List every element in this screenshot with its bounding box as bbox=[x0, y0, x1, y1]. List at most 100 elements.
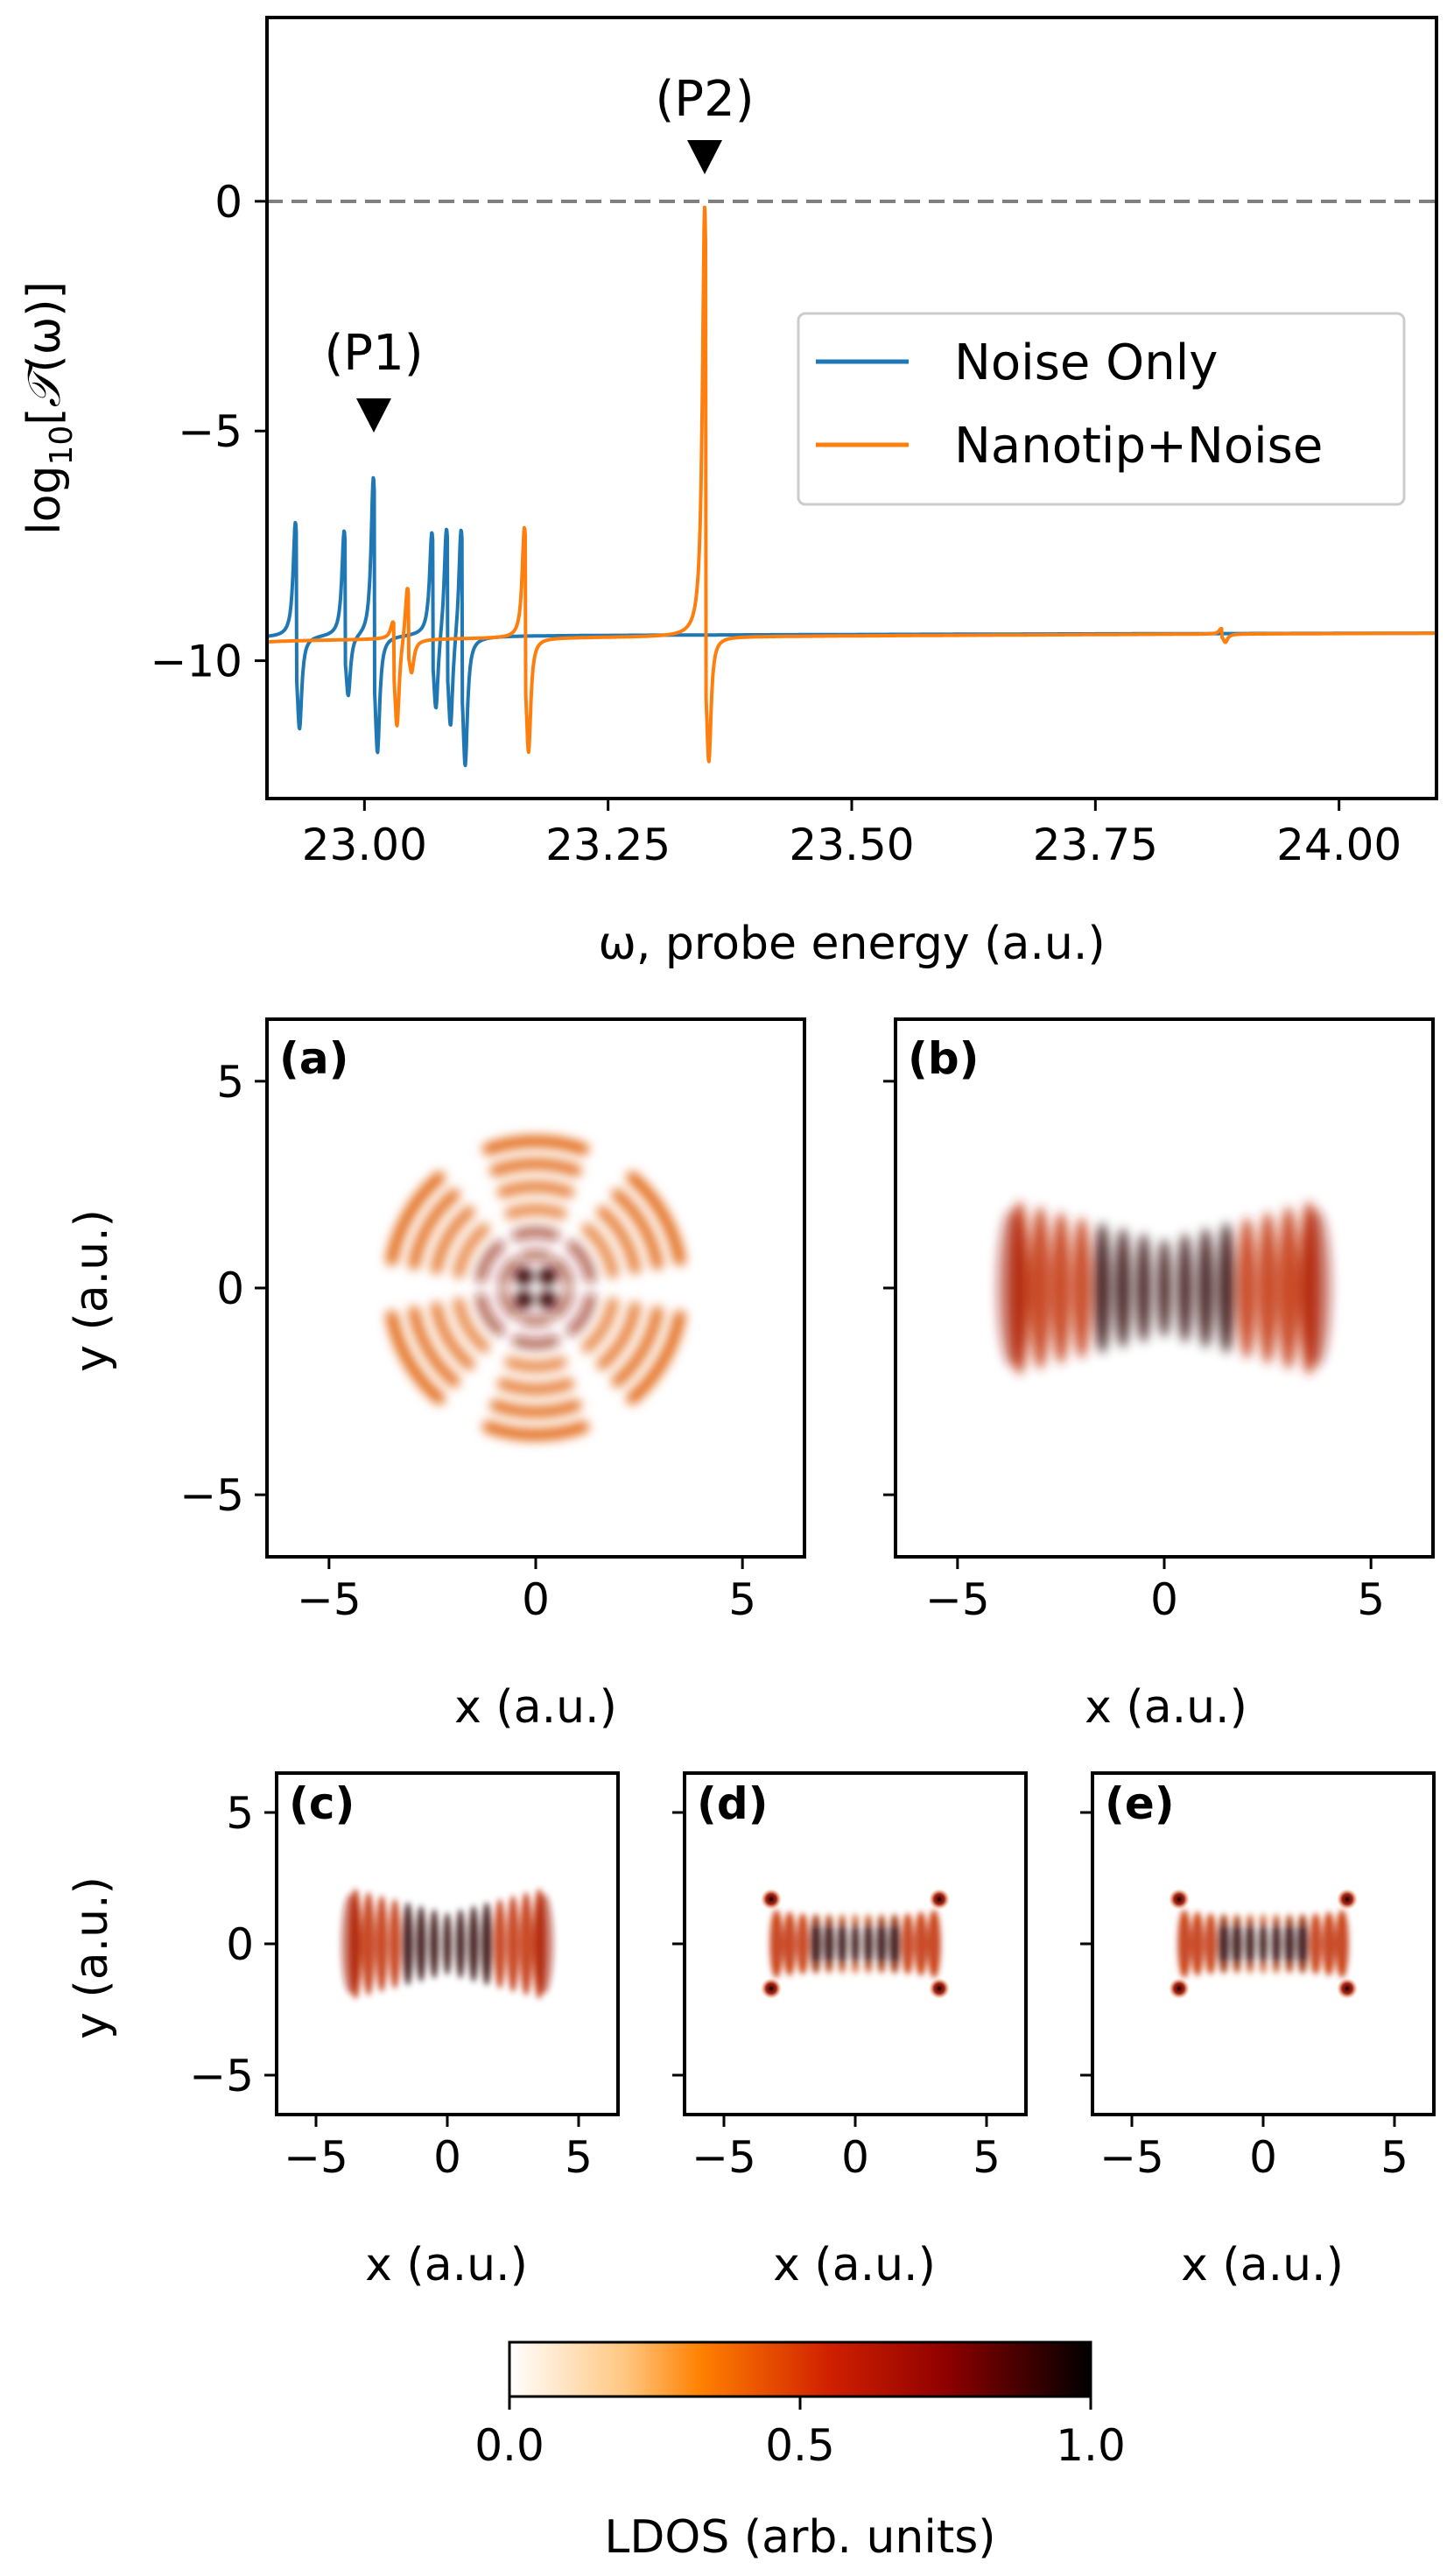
ldos-fringe bbox=[1072, 1217, 1091, 1359]
ldos-fringe bbox=[402, 1902, 414, 1986]
x-tick-label: 0 bbox=[433, 2132, 461, 2183]
y-tick-label: −5 bbox=[178, 406, 242, 457]
ldos-fringe bbox=[362, 1891, 376, 1996]
ldos-fringe bbox=[1093, 1222, 1111, 1354]
ldos-fringe bbox=[455, 1909, 466, 1979]
ldos-fringe bbox=[1198, 1228, 1214, 1348]
ldos-fringe bbox=[1233, 1960, 1241, 1974]
ldos-fringe bbox=[1193, 1960, 1202, 1974]
ldos-edge bbox=[996, 1209, 1026, 1367]
ldos-fringe bbox=[430, 1301, 475, 1370]
ldos-edge bbox=[535, 1894, 554, 1994]
ldos-fringe bbox=[1206, 1913, 1215, 1927]
ldos-fringe bbox=[511, 1334, 560, 1350]
ldos-fringe bbox=[496, 1180, 575, 1199]
ldos-fringe bbox=[930, 1913, 938, 1927]
ldos-fringe bbox=[851, 1960, 860, 1974]
ldos-fringe bbox=[837, 1918, 847, 1969]
ldos-fringe bbox=[1193, 1913, 1202, 1927]
colorbar-tick-label-0: 0.0 bbox=[474, 2420, 544, 2471]
y-tick-label: −5 bbox=[189, 2051, 254, 2101]
ldos-fringe bbox=[482, 1421, 589, 1441]
ldos-fringe bbox=[1284, 1917, 1295, 1971]
ldos-fringe bbox=[1322, 1911, 1336, 1976]
ldos-fringe bbox=[1335, 1910, 1349, 1978]
x-tick-label: −5 bbox=[925, 1574, 990, 1625]
ldos-fringe bbox=[1218, 1222, 1235, 1354]
ldos-fringe bbox=[468, 1905, 479, 1982]
x-tick-label: 0 bbox=[1150, 1574, 1178, 1625]
ldos-fringe bbox=[385, 1172, 446, 1266]
ldos-fringe bbox=[930, 1960, 938, 1974]
series-line bbox=[265, 475, 1438, 768]
ldos-panel-b: (b) −5 0 5 bbox=[883, 1017, 1435, 1625]
panel-label: (e) bbox=[1105, 1778, 1175, 1829]
ldos-fringe bbox=[785, 1913, 794, 1927]
x-tick-label: 0 bbox=[522, 1574, 550, 1625]
ldos-image bbox=[277, 1773, 618, 2115]
ldos-core bbox=[515, 1267, 534, 1286]
colorbar-tick-label-1: 1.0 bbox=[1056, 2420, 1126, 2471]
ldos-fringe bbox=[511, 1226, 560, 1242]
y-axis-label: log10[𝒯(ω)] bbox=[18, 281, 80, 535]
x-axis-label-d: x (a.u.) bbox=[773, 2239, 936, 2291]
ldos-fringe bbox=[1232, 1917, 1242, 1971]
ldos-fringe bbox=[611, 1306, 664, 1388]
ldos-fringe bbox=[497, 1256, 520, 1288]
legend-label-noise-only: Noise Only bbox=[954, 334, 1218, 391]
x-tick-label: 23.00 bbox=[302, 820, 427, 870]
ldos-fringe bbox=[1311, 1913, 1320, 1927]
ldos-fringe bbox=[1177, 1910, 1191, 1978]
x-tick-label: −5 bbox=[297, 1574, 362, 1625]
ldos-corner-spot bbox=[761, 1889, 782, 1910]
ldos-corner-spot bbox=[929, 1978, 950, 1999]
x-tick-label: −5 bbox=[284, 2132, 348, 2183]
ldos-fringe bbox=[825, 1913, 833, 1927]
ldos-core bbox=[515, 1290, 534, 1309]
ldos-fringe bbox=[1259, 1960, 1268, 1974]
x-axis-label-c: x (a.u.) bbox=[365, 2239, 528, 2291]
ldos-fringe bbox=[1310, 1913, 1322, 1974]
ldos-fringe bbox=[864, 1960, 873, 1974]
ldos-core bbox=[537, 1290, 557, 1309]
ldos-fringe bbox=[481, 1902, 493, 1986]
x-axis-label: ω, probe energy (a.u.) bbox=[598, 918, 1105, 970]
ldos-fringe bbox=[889, 1915, 901, 1973]
ldos-corner-spot bbox=[761, 1978, 782, 1999]
ldos-fringe bbox=[838, 1960, 846, 1974]
ldos-fringe bbox=[851, 1913, 860, 1927]
ldos-fringe bbox=[408, 1306, 460, 1388]
colorbar-label: LDOS (arb. units) bbox=[604, 2511, 995, 2564]
ldos-fringe bbox=[1259, 1913, 1268, 1927]
y-tick-label: 5 bbox=[216, 1057, 244, 1108]
legend: Noise Only Nanotip+Noise bbox=[797, 312, 1406, 506]
ldos-fringe bbox=[611, 1188, 664, 1270]
ldos-fringe bbox=[453, 1297, 490, 1354]
ldos-fringe bbox=[1271, 1918, 1282, 1969]
ldos-image bbox=[896, 1019, 1433, 1557]
x-tick-label: 23.50 bbox=[789, 820, 914, 870]
ldos-panel-a: (a) −5 −5 0 0 5 5 bbox=[179, 1017, 806, 1625]
ldos-fringe bbox=[1245, 1918, 1255, 1969]
x-tick-label: 24.00 bbox=[1276, 820, 1401, 870]
ldos-fringe bbox=[877, 1960, 886, 1974]
x-tick-label: 5 bbox=[728, 1574, 756, 1625]
legend-box bbox=[797, 312, 1406, 506]
ldos-fringe bbox=[566, 1292, 597, 1336]
ldos-corner-spot bbox=[1169, 1889, 1190, 1910]
colorbar: 0.0 0.5 1.0 LDOS (arb. units) bbox=[474, 2340, 1126, 2564]
ldos-fringe bbox=[1298, 1913, 1307, 1927]
ldos-fringe bbox=[917, 1960, 925, 1974]
ldos-fringe bbox=[890, 1913, 899, 1927]
ldos-fringe bbox=[798, 1960, 807, 1974]
ldos-fringe bbox=[489, 1399, 582, 1418]
ldos-fringe bbox=[1238, 1217, 1256, 1359]
ldos-corner-spot bbox=[1337, 1978, 1358, 1999]
ldos-fringe bbox=[489, 1158, 582, 1177]
ldos-fringe bbox=[825, 1960, 833, 1974]
series-line bbox=[265, 205, 1438, 764]
ldos-fringe bbox=[581, 1297, 619, 1354]
transmission-chart: 23.00 23.25 23.50 23.75 24.00 0 −5 −10 ω, prob… bbox=[18, 16, 1438, 970]
ldos-fringe bbox=[385, 1310, 446, 1404]
ldos-fringe bbox=[1114, 1228, 1131, 1348]
